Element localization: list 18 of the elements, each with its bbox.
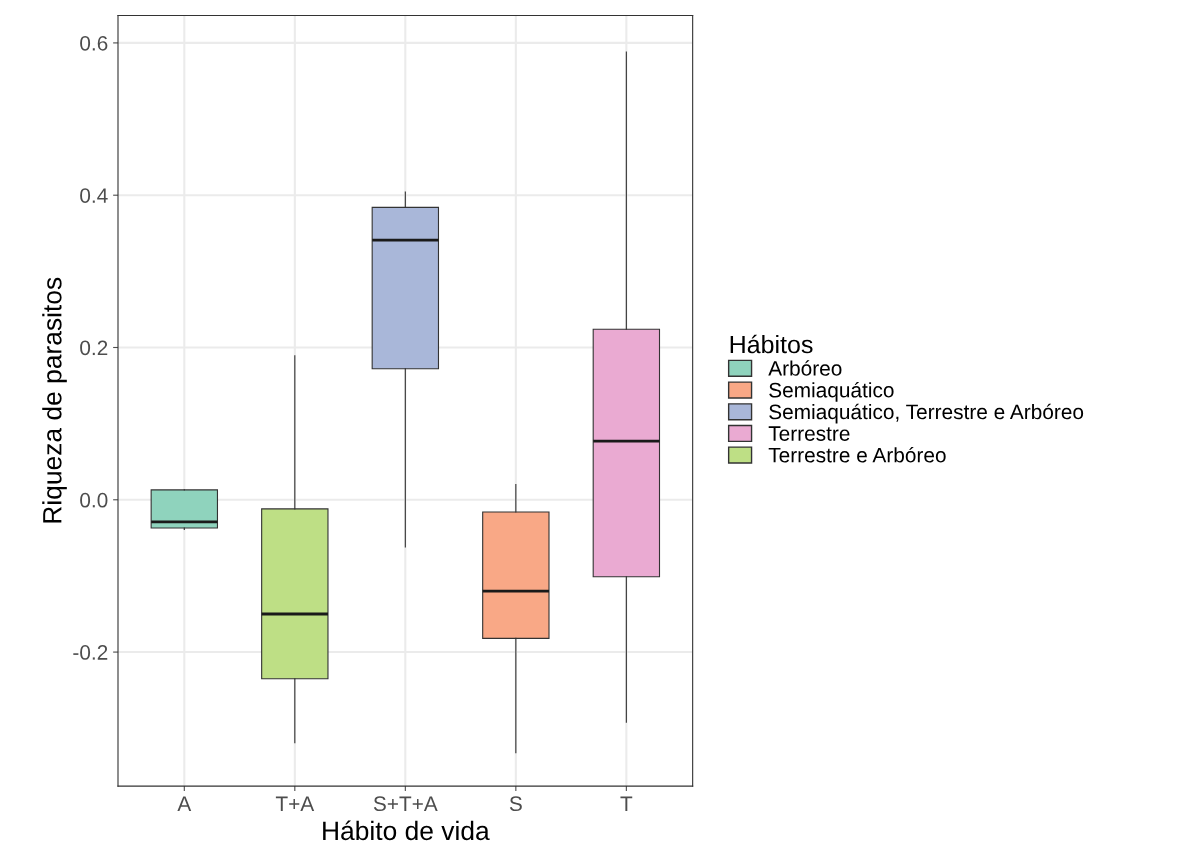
legend-label: Arbóreo — [768, 360, 842, 376]
legend-label: Semiaquático, Terrestre e Arbóreo — [769, 403, 1084, 424]
x-tick-label: S+T+A — [373, 796, 438, 812]
legend-label: Semiaquático — [769, 381, 894, 402]
y-axis-title: Riqueza de parasitos — [42, 277, 67, 523]
legend-label: Terrestre e Arbóreo — [768, 446, 946, 463]
x-tick-label: T+A — [275, 796, 315, 811]
x-tick-label: S — [509, 796, 522, 812]
legend-title: Hábitos — [730, 334, 813, 354]
y-tick-label: 0.0 — [80, 492, 108, 508]
y-tick-label: 0.4 — [80, 188, 108, 203]
y-tick-label: -0.2 — [73, 645, 108, 660]
x-tick-label: A — [177, 796, 192, 811]
x-axis-title: Hábito de vida — [323, 820, 490, 841]
x-tick-label: T — [620, 796, 633, 811]
legend-label: Terrestre — [768, 426, 850, 441]
y-tick-label: 0.6 — [80, 35, 108, 51]
y-tick-label: 0.2 — [80, 340, 108, 356]
